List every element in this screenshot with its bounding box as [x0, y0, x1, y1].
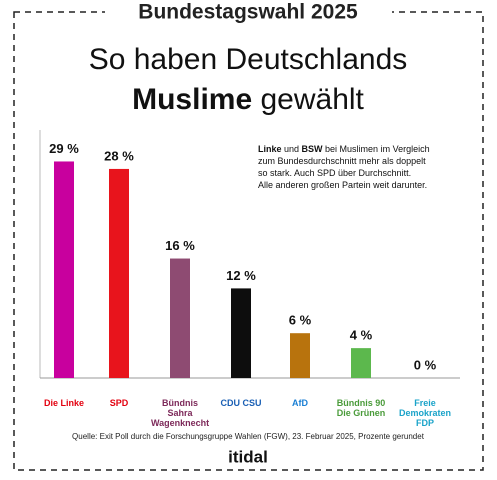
chart-title: So haben Deutschlands	[89, 43, 408, 76]
category-label: Die Linke	[43, 398, 84, 408]
annotation-line: Alle anderen großen Partein weit darunte…	[258, 180, 427, 190]
chart-title-2: Muslime gewählt	[132, 83, 364, 116]
value-label: 6 %	[289, 313, 312, 328]
annotation-text: Alle anderen großen Partein weit darunte…	[258, 180, 427, 190]
header-bg	[105, 0, 392, 26]
source: Quelle: Exit Poll durch die Forschungsgr…	[72, 432, 425, 441]
bar	[170, 258, 190, 378]
annotation-text: BSW	[302, 144, 324, 154]
value-label: 29 %	[49, 141, 79, 156]
value-label: 12 %	[226, 268, 256, 283]
header: Bundestagswahl 2025	[138, 1, 358, 24]
value-label: 16 %	[165, 238, 195, 253]
brand: itidal	[228, 447, 268, 466]
category-label: Bündnis 90 Die Grünen	[336, 398, 386, 418]
category-label: Bündnis Sahra Wagenknecht	[151, 398, 210, 428]
annotation-text: Linke	[258, 144, 282, 154]
value-label: 4 %	[350, 328, 373, 343]
bar	[54, 161, 74, 378]
bar	[231, 288, 251, 378]
annotation-line: zum Bundesdurchschnitt mehr als doppelt	[258, 156, 426, 166]
value-label: 28 %	[104, 148, 134, 163]
value-label: 0 %	[414, 357, 437, 372]
bar	[351, 348, 371, 378]
annotation: Linke und BSW bei Muslimen im Vergleich z…	[258, 144, 430, 190]
category-label: CDU CSU	[220, 398, 262, 408]
annotation-text: bei Muslimen im Vergleich	[323, 144, 430, 154]
annotation-line: Linke und BSW bei Muslimen im Vergleich	[258, 144, 430, 154]
category-label: AfD	[292, 398, 308, 408]
annotation-text: und	[282, 144, 302, 154]
title-rest: gewählt	[260, 83, 364, 116]
bar	[109, 168, 129, 378]
bar	[290, 333, 310, 378]
annotation-text: zum Bundesdurchschnitt mehr als doppelt	[258, 156, 426, 166]
annotation-text: so stark. Auch SPD über Durchschnitt.	[258, 168, 411, 178]
annotation-line: so stark. Auch SPD über Durchschnitt.	[258, 168, 411, 178]
category-label: Freie Demokraten FDP	[398, 398, 452, 428]
category-label: SPD	[109, 398, 129, 408]
title-bold: Muslime	[132, 83, 252, 116]
